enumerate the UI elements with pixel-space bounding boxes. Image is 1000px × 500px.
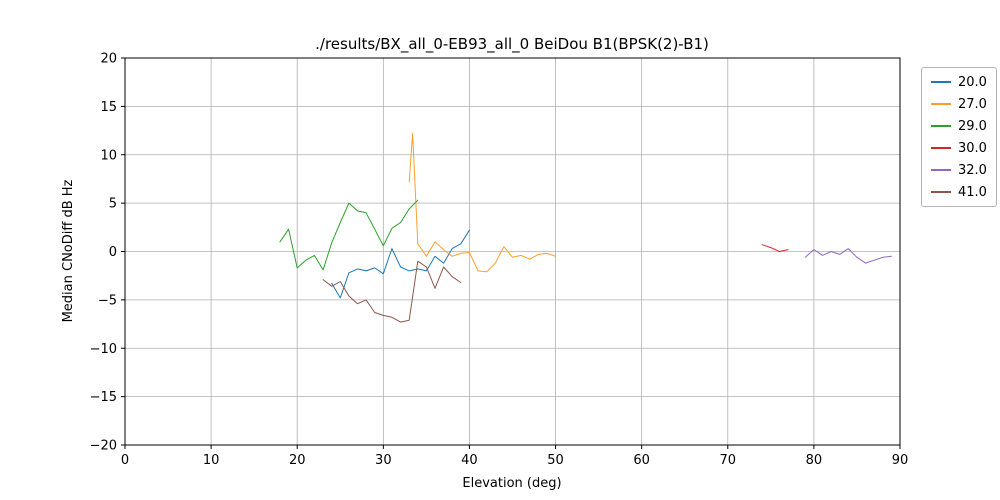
- x-tick-label: 70: [720, 453, 737, 468]
- y-tick-label: −5: [98, 293, 117, 308]
- legend-line-swatch: [931, 169, 951, 171]
- series-line-30.0: [761, 244, 789, 252]
- legend-item: 32.0: [931, 162, 987, 178]
- legend-line-swatch: [931, 81, 951, 83]
- x-tick-label: 20: [289, 453, 306, 468]
- legend-label: 30.0: [958, 140, 987, 156]
- y-axis-label: Median CNoDiff dB Hz: [61, 179, 76, 322]
- legend: 20.0 27.0 29.0 30.0 32.0 41.0: [921, 67, 997, 207]
- legend-line-swatch: [931, 125, 951, 127]
- y-tick-label: 5: [109, 197, 117, 212]
- y-tick-label: 0: [109, 245, 117, 260]
- series-line-32.0: [804, 248, 892, 264]
- legend-label: 27.0: [958, 96, 987, 112]
- series-line-41.0: [322, 260, 462, 323]
- plot-area: 0 10 20 30 40 50 60 70 80 90 −20 −15 −10 −5 0 5 10 15 20: [90, 52, 909, 469]
- legend-item: 20.0: [931, 74, 987, 90]
- x-tick-label: 50: [547, 453, 564, 468]
- legend-label: 20.0: [958, 74, 987, 90]
- x-axis-label: Elevation (deg): [462, 476, 561, 491]
- x-tick-label: 40: [461, 453, 478, 468]
- legend-item: 30.0: [931, 140, 987, 156]
- legend-label: 29.0: [958, 118, 987, 134]
- legend-item: 27.0: [931, 96, 987, 112]
- x-tick-label: 10: [203, 453, 220, 468]
- x-tick-label: 80: [806, 453, 823, 468]
- legend-label: 41.0: [958, 184, 987, 200]
- y-tick-label: −10: [90, 342, 117, 357]
- y-tick-label: 20: [100, 52, 117, 67]
- series-line-29.0: [279, 199, 419, 271]
- x-tick-label: 0: [121, 453, 129, 468]
- legend-line-swatch: [931, 191, 951, 193]
- legend-line-swatch: [931, 147, 951, 149]
- y-tick-label: −15: [90, 390, 117, 405]
- y-tick-label: 10: [100, 148, 117, 163]
- x-tick-label: 60: [633, 453, 650, 468]
- series-line-27.0: [408, 133, 557, 273]
- y-tick-label: −20: [90, 439, 117, 454]
- series-line-20.0: [331, 229, 470, 299]
- chart-title: ./results/BX_all_0-EB93_all_0 BeiDou B1(…: [315, 35, 709, 54]
- x-tick-label: 90: [892, 453, 909, 468]
- legend-line-swatch: [931, 103, 951, 105]
- legend-label: 32.0: [958, 162, 987, 178]
- x-tick-label: 30: [375, 453, 392, 468]
- legend-item: 41.0: [931, 184, 987, 200]
- y-tick-label: 15: [100, 100, 117, 115]
- legend-item: 29.0: [931, 118, 987, 134]
